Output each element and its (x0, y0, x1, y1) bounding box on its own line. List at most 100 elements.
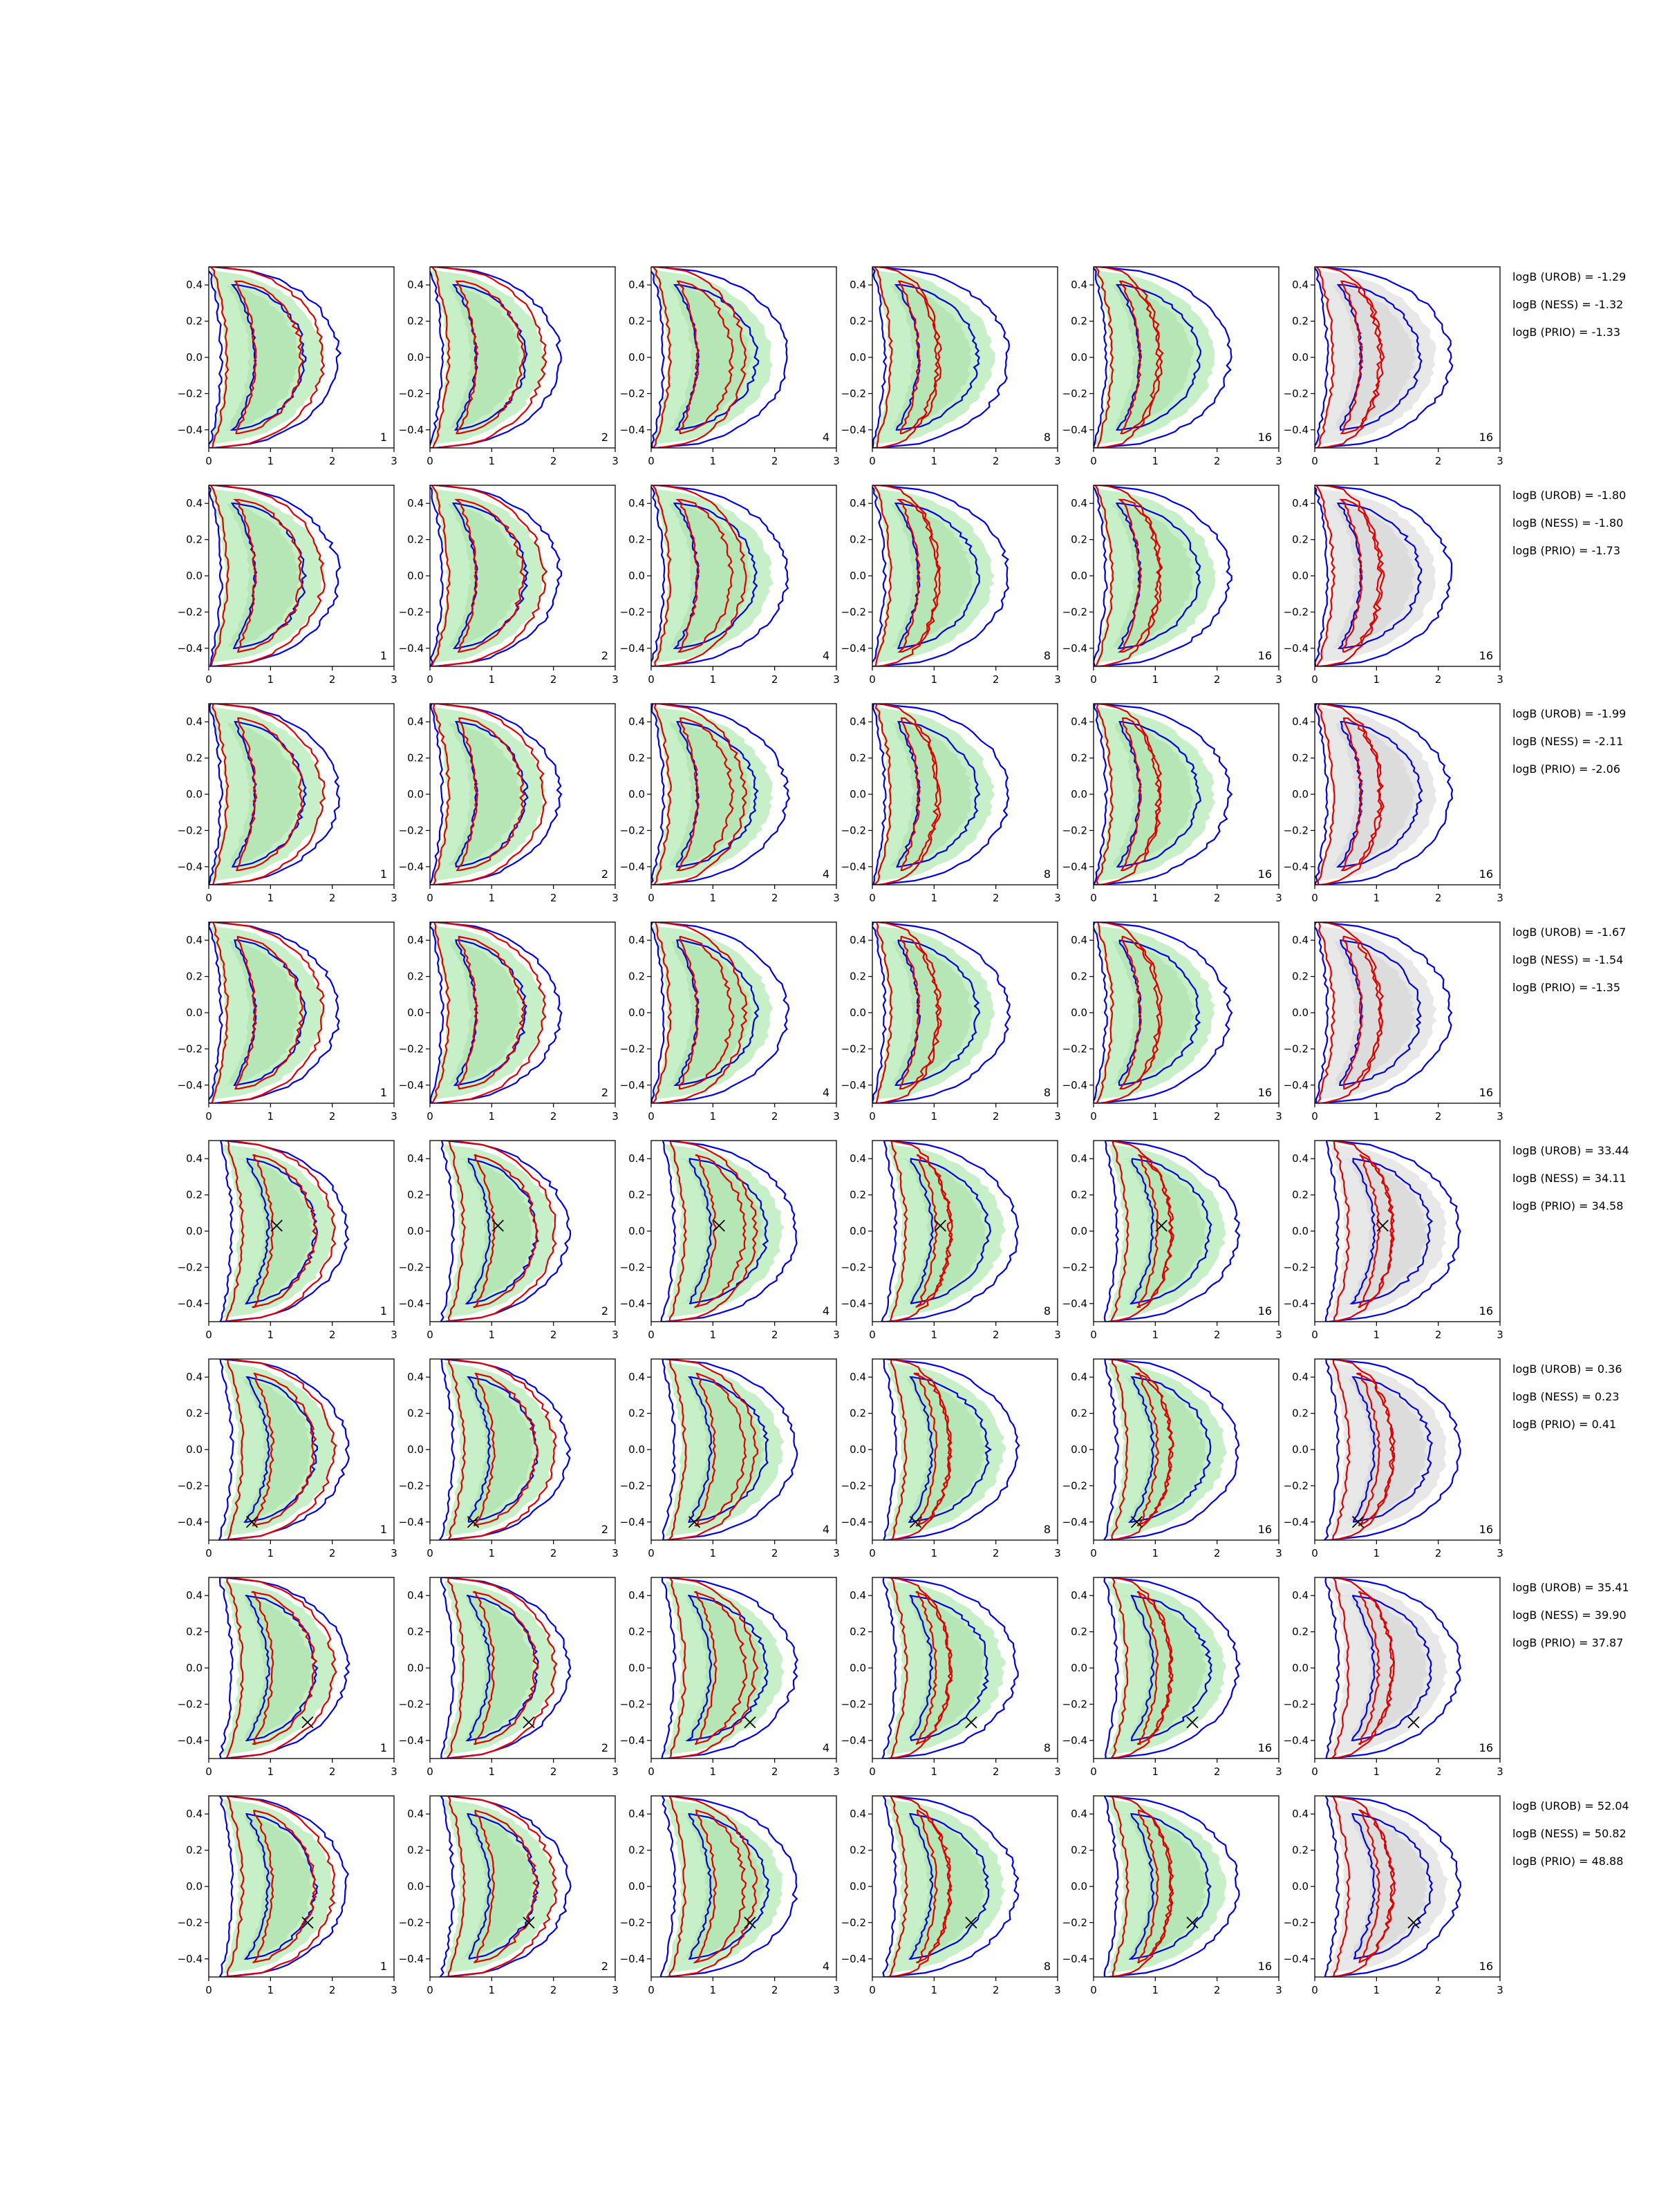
y-tick-label: 0.2 (186, 1626, 203, 1638)
logb-value: logB (NESS) = -1.32 (1512, 298, 1623, 311)
x-tick-label: 2 (1214, 673, 1221, 686)
red-outer-contour (889, 1141, 954, 1322)
true-value-marker (1407, 1916, 1420, 1929)
true-value-marker (965, 1916, 977, 1929)
column-label: 8 (1044, 1523, 1051, 1536)
x-tick-label: 3 (1497, 1329, 1503, 1341)
y-tick-label: −0.4 (620, 642, 645, 655)
red-outer-contour (873, 267, 942, 448)
red-inner-contour (676, 280, 734, 435)
y-tick-label: 0.4 (186, 279, 203, 291)
x-tick-label: 3 (1497, 1110, 1503, 1123)
column-label: 16 (1479, 1960, 1493, 1973)
y-tick-label: 0.2 (850, 1407, 866, 1420)
y-tick-label: −0.4 (1284, 1079, 1309, 1091)
subplot-r5-c1: 0 1 2 3 −0.4 −0.2 0.0 0.2 0.4 1 (178, 1140, 397, 1341)
y-tick-label: 0.4 (850, 1152, 866, 1165)
x-tick-label: 1 (1152, 892, 1159, 904)
y-tick-label: −0.2 (399, 1916, 424, 1929)
red-inner-contour (915, 1154, 954, 1309)
y-tick-label: −0.4 (1284, 1953, 1309, 1965)
red-inner-contour (234, 280, 304, 435)
x-tick-label: 1 (268, 455, 274, 467)
inner-density-region (899, 1159, 986, 1304)
y-tick-label: 0.2 (1292, 1407, 1309, 1420)
blue-outer-contour (872, 922, 1011, 1103)
logb-value: logB (PRIO) = -1.35 (1512, 981, 1620, 994)
subplot-r8-c4: 0 1 2 3 −0.4 −0.2 0.0 0.2 0.4 8 (841, 1795, 1061, 1996)
y-tick-label: 0.0 (1292, 1443, 1309, 1456)
y-tick-label: 0.4 (1071, 1152, 1087, 1165)
red-outer-contour (652, 485, 747, 666)
subplot-r2-c4: 0 1 2 3 −0.4 −0.2 0.0 0.2 0.4 8 (841, 485, 1061, 686)
subplot-r2-c3: 0 1 2 3 −0.4 −0.2 0.0 0.2 0.4 4 (620, 485, 840, 686)
y-tick-label: 0.0 (1071, 1006, 1087, 1019)
y-tick-label: −0.4 (1062, 1079, 1087, 1091)
x-tick-label: 1 (1152, 673, 1159, 686)
red-outer-contour (1096, 704, 1163, 885)
subplot-r4-c6: 0 1 2 3 −0.4 −0.2 0.0 0.2 0.4 16 (1284, 921, 1503, 1123)
x-tick-label: 2 (1435, 1547, 1442, 1559)
red-inner-contour (472, 1591, 539, 1745)
red-outer-contour (668, 1577, 759, 1759)
x-tick-label: 1 (489, 455, 496, 467)
true-value-marker (1130, 1516, 1143, 1528)
x-tick-label: 3 (1275, 1984, 1282, 1996)
column-label: 16 (1258, 868, 1272, 881)
column-label: 16 (1479, 649, 1493, 662)
x-tick-label: 3 (391, 892, 397, 904)
y-tick-label: 0.0 (186, 1662, 203, 1674)
y-tick-label: 0.4 (628, 497, 645, 509)
blue-outer-contour (209, 704, 341, 885)
subplot-r6-c2: 0 1 2 3−0.4−0.20.00.20.42 (399, 1358, 619, 1559)
subplot-r2-c2: 0 1 2 3−0.4−0.20.00.20.42 (399, 485, 619, 686)
y-tick-label: −0.2 (620, 606, 645, 618)
y-tick-label: 0.2 (850, 752, 866, 765)
y-tick-label: −0.2 (620, 824, 645, 836)
inner-density-region (1121, 1377, 1208, 1522)
y-tick-label: 0.4 (628, 715, 645, 728)
logb-value: logB (NESS) = 0.23 (1512, 1390, 1620, 1403)
x-tick-label: 0 (427, 1329, 433, 1341)
y-tick-label: 0.0 (1292, 570, 1309, 582)
inner-density-region (665, 503, 752, 648)
column-label: 4 (823, 431, 830, 444)
y-tick-label: 0.4 (407, 1152, 424, 1165)
x-tick-label: 0 (869, 673, 876, 686)
blue-outer-contour (430, 267, 562, 448)
x-tick-label: 1 (710, 1984, 717, 1996)
y-tick-label: −0.2 (841, 1916, 866, 1929)
subplot-r3-c2: 0 1 2 3−0.4−0.20.00.20.42 (399, 703, 619, 904)
red-outer-contour (212, 704, 326, 885)
logb-value: logB (PRIO) = 0.41 (1512, 1418, 1616, 1431)
x-tick-label: 1 (710, 1547, 717, 1559)
x-tick-label: 0 (869, 1110, 876, 1123)
y-tick-label: 0.2 (1292, 1626, 1309, 1638)
y-tick-label: 0.0 (850, 1662, 866, 1674)
y-tick-label: 0.0 (628, 1662, 645, 1674)
subplot-r2-c6: 0 1 2 3 −0.4 −0.2 0.0 0.2 0.4 16 (1284, 485, 1503, 686)
y-tick-label: −0.2 (1062, 1698, 1087, 1710)
blue-inner-contour (688, 1158, 769, 1304)
y-tick-label: −0.2 (178, 1916, 203, 1929)
y-tick-label: 0.0 (850, 1225, 866, 1237)
y-tick-label: −0.4 (399, 424, 424, 436)
y-tick-label: −0.2 (178, 1479, 203, 1492)
blue-outer-contour (1103, 1359, 1240, 1540)
y-tick-label: 0.4 (628, 279, 645, 291)
x-tick-label: 2 (993, 1984, 1000, 1996)
inner-density-region (666, 722, 752, 867)
x-tick-label: 3 (1054, 1110, 1061, 1123)
column-label: 16 (1258, 1960, 1272, 1973)
y-tick-label: −0.2 (399, 1479, 424, 1492)
blue-outer-contour (659, 1796, 798, 1977)
x-tick-label: 1 (931, 1547, 938, 1559)
inner-density-region (458, 1595, 535, 1741)
red-inner-contour (473, 1372, 538, 1527)
red-outer-contour (1330, 1577, 1395, 1759)
inner-density-region (1329, 940, 1416, 1085)
blue-inner-contour (1351, 1595, 1432, 1741)
x-tick-label: 2 (1435, 1765, 1442, 1778)
column-label: 16 (1479, 1086, 1493, 1099)
x-tick-label: 0 (648, 673, 655, 686)
